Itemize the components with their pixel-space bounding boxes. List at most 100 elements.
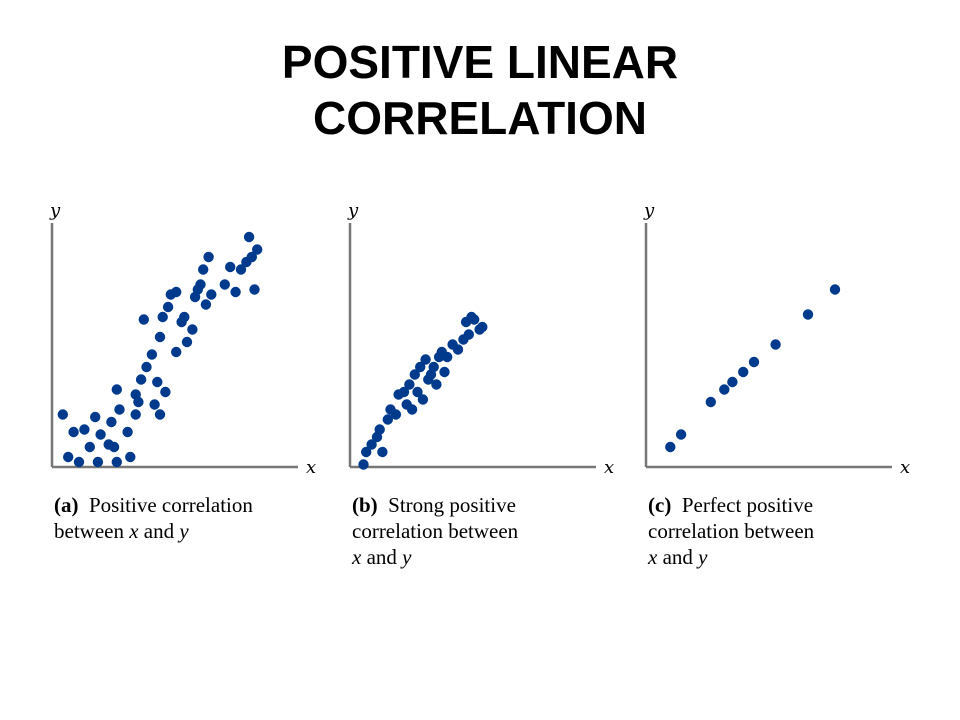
data-point-a-34 [171, 286, 182, 298]
data-point-b-16 [412, 386, 423, 398]
slide-title-line-2: CORRELATION [313, 92, 647, 144]
data-point-b-26 [439, 366, 450, 378]
caption-b-line-2: correlation between [352, 519, 519, 543]
data-point-a-14 [111, 384, 123, 395]
data-point-a-17 [125, 451, 136, 463]
data-point-b-11 [398, 386, 410, 398]
caption-variable: x [352, 545, 362, 569]
caption-c-line-2: correlation between [648, 519, 815, 543]
data-point-a-44 [203, 251, 214, 263]
data-point-a-33 [171, 346, 182, 358]
y-axis-label-a: y [49, 200, 61, 221]
data-point-a-53 [249, 284, 260, 295]
data-point-c-4 [719, 384, 730, 395]
data-point-b-3 [366, 439, 377, 450]
caption-c-line-3: x and y [648, 545, 708, 569]
data-point-a-28 [154, 331, 166, 343]
data-point-a-52 [246, 251, 257, 263]
caption-c: (c) Perfect positive correlation between x… [648, 492, 908, 570]
data-point-b-5 [374, 424, 385, 435]
data-point-a-9 [95, 429, 106, 440]
data-point-a-54 [252, 244, 263, 255]
data-point-b-19 [420, 354, 431, 365]
data-point-a-23 [141, 361, 152, 373]
data-point-a-48 [230, 286, 241, 298]
caption-variable: x [648, 545, 658, 569]
data-point-a-13 [111, 456, 123, 468]
caption-a-line-1: (a) Positive correlation [54, 493, 253, 517]
caption-c-tag: (c) [648, 493, 672, 517]
data-point-a-38 [187, 324, 198, 335]
y-axis-label-b: y [347, 200, 359, 221]
data-point-a-36 [179, 311, 190, 323]
data-point-a-5 [79, 424, 90, 435]
data-point-a-41 [195, 279, 206, 290]
data-point-b-18 [417, 394, 429, 405]
data-point-b-22 [428, 361, 439, 373]
data-point-a-7 [90, 411, 101, 423]
data-point-a-20 [133, 396, 144, 408]
data-point-a-43 [200, 299, 212, 310]
data-point-a-29 [157, 311, 168, 323]
data-point-b-32 [463, 329, 474, 340]
data-point-a-49 [235, 264, 247, 275]
y-axis-label-c: y [643, 200, 655, 221]
x-axis-label-c: x [900, 457, 910, 478]
slide-title: POSITIVE LINEAR CORRELATION [0, 34, 960, 146]
caption-variable: y [179, 519, 189, 543]
data-point-a-47 [225, 261, 236, 273]
caption-b-line-3: x and y [352, 545, 412, 569]
data-point-b-29 [452, 344, 464, 355]
data-point-c-9 [802, 309, 814, 320]
data-point-a-37 [181, 336, 193, 348]
data-point-a-6 [84, 441, 95, 453]
data-point-b-14 [406, 404, 418, 415]
caption-b-line-1: (b) Strong positive [352, 493, 516, 517]
data-point-a-15 [114, 404, 125, 415]
data-point-a-51 [243, 231, 255, 243]
x-axis-label-a: x [306, 457, 316, 478]
data-point-b-9 [390, 409, 402, 420]
data-point-a-27 [154, 409, 166, 420]
caption-variable: y [698, 545, 708, 569]
data-point-c-2 [675, 429, 687, 440]
data-point-a-2 [63, 451, 74, 463]
data-point-c-8 [770, 339, 781, 350]
caption-b: (b) Strong positive correlation between x … [352, 492, 612, 570]
data-point-c-1 [665, 441, 676, 453]
data-point-a-11 [106, 416, 117, 428]
data-point-a-22 [138, 314, 149, 325]
caption-a-tag: (a) [54, 493, 79, 517]
data-point-b-13 [404, 379, 415, 390]
data-point-a-4 [73, 456, 85, 468]
data-point-b-7 [382, 414, 393, 425]
data-point-c-7 [748, 356, 760, 368]
data-point-b-36 [477, 321, 488, 333]
data-point-a-8 [92, 456, 104, 468]
data-point-b-1 [358, 459, 369, 470]
data-point-b-23 [431, 379, 442, 390]
data-point-a-46 [219, 279, 230, 290]
data-point-a-30 [160, 386, 171, 398]
data-point-a-25 [149, 399, 160, 410]
data-point-a-12 [108, 441, 120, 453]
data-point-b-17 [415, 361, 426, 373]
x-axis-label-b: x [604, 457, 614, 478]
caption-c-line-1: (c) Perfect positive [648, 493, 814, 517]
data-point-a-42 [198, 264, 209, 275]
caption-variable: x [129, 519, 139, 543]
caption-a-line-2: between x and y [54, 519, 189, 543]
data-point-a-26 [152, 376, 163, 388]
data-point-c-10 [829, 284, 841, 295]
scatter-plot-b-svg: yx [347, 200, 614, 478]
scatter-plot-a-svg: yx [49, 200, 316, 478]
slide-title-line-1: POSITIVE LINEAR [281, 36, 679, 88]
data-point-a-31 [162, 301, 174, 313]
data-point-a-3 [68, 426, 79, 438]
data-point-a-45 [206, 289, 217, 300]
scatter-plot-c-svg: yx [643, 200, 910, 478]
data-point-c-3 [705, 396, 716, 408]
